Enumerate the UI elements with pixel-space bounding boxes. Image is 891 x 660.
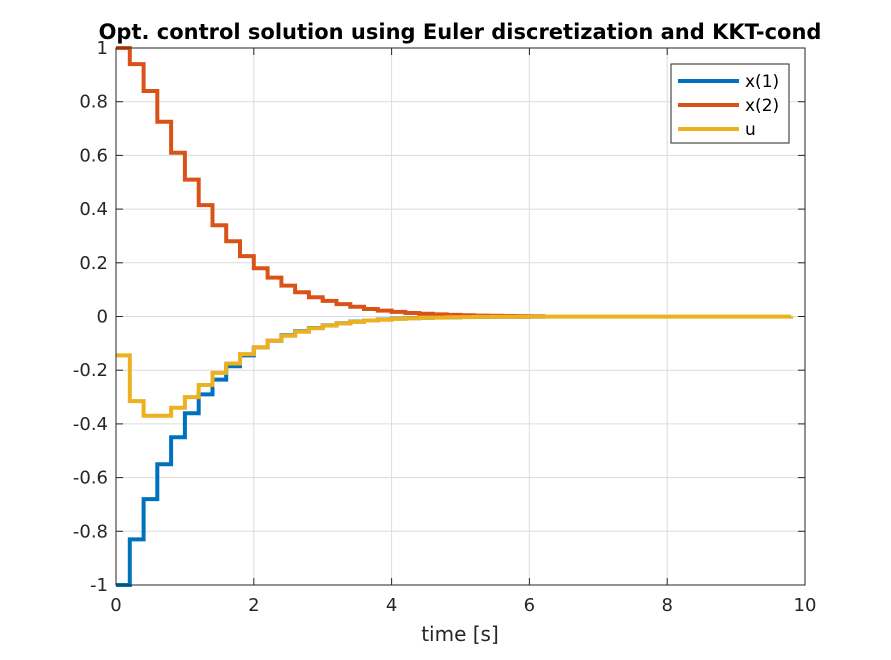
y-tick-label: 0.8 — [79, 92, 108, 113]
y-tick-label: -1 — [90, 575, 108, 596]
legend-label: x(2) — [745, 96, 779, 116]
y-tick-label: 1 — [97, 38, 108, 59]
ticks — [115, 47, 806, 586]
chart-title: Opt. control solution using Euler discre… — [99, 20, 822, 44]
x-tick-label: 6 — [524, 595, 535, 616]
series-layer — [116, 46, 794, 587]
y-tick-label: -0.8 — [73, 521, 108, 542]
legend-label: u — [745, 120, 756, 140]
legend: x(1) x(2) u — [670, 63, 790, 144]
y-tick-label: -0.4 — [73, 414, 108, 435]
x-tick-label: 0 — [110, 595, 121, 616]
y-tick-label: -0.2 — [73, 360, 108, 381]
legend-label: x(1) — [745, 72, 779, 92]
y-tick-label: 0.2 — [79, 253, 108, 274]
x-tick-label: 8 — [661, 595, 672, 616]
x-tick-label: 4 — [386, 595, 397, 616]
y-tick-label: 0.4 — [79, 199, 108, 220]
x-axis-label: time [s] — [421, 622, 499, 646]
x-tick-label: 2 — [248, 595, 259, 616]
tick-labels: 0 2 4 6 8 10 -1 -0.8 -0.6 -0.4 -0.2 0 0.2 0.4 0.6 0.8 1 — [73, 38, 817, 616]
y-tick-label: 0.6 — [79, 145, 108, 166]
series-line-u — [116, 314, 794, 418]
y-tick-label: 0 — [97, 307, 108, 328]
y-tick-label: -0.6 — [73, 468, 108, 489]
x-tick-label: 10 — [794, 595, 817, 616]
